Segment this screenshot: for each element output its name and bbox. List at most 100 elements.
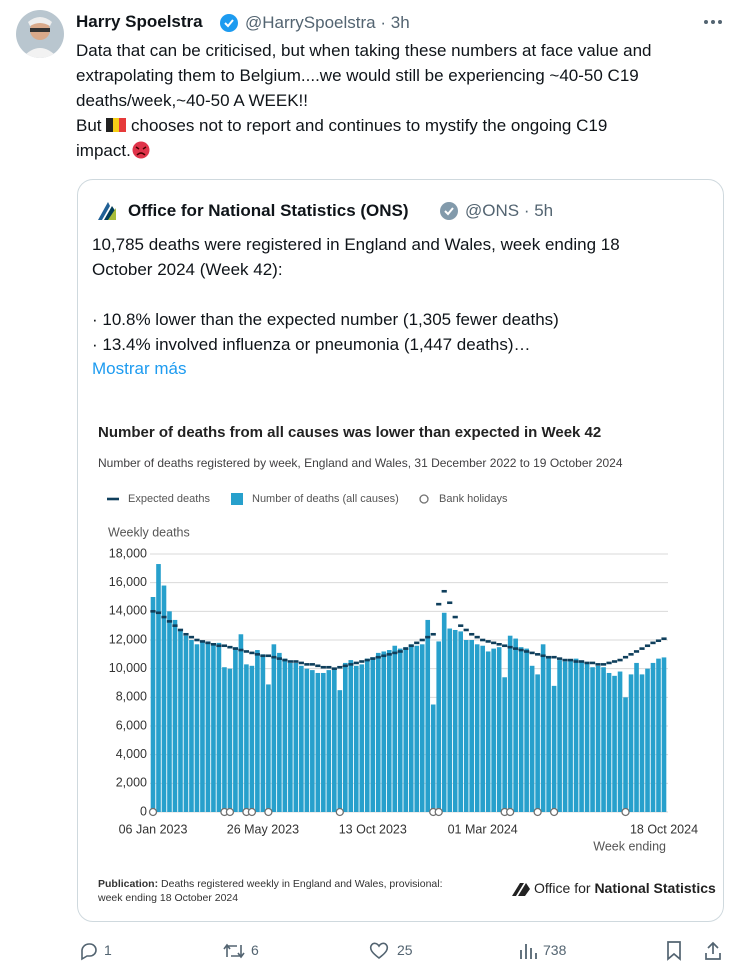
chart-title: Number of deaths from all causes was low…	[98, 424, 601, 441]
bar	[458, 631, 464, 812]
bank-holiday-marker	[434, 807, 443, 817]
bar	[288, 662, 293, 812]
tweet-text: impact.	[76, 141, 131, 160]
share-icon[interactable]	[703, 940, 723, 962]
bar	[326, 670, 332, 812]
logo-text: Office for National Statistics	[534, 880, 716, 896]
bar	[529, 665, 535, 812]
bar	[623, 697, 628, 812]
bar	[386, 650, 392, 812]
bar	[381, 651, 387, 812]
gov-badge	[440, 202, 458, 220]
quote-time: 5h	[534, 201, 554, 220]
bar	[194, 644, 200, 812]
reply-icon[interactable]	[78, 941, 98, 961]
bar	[156, 564, 161, 812]
bank-holiday-marker	[225, 807, 235, 817]
quoted-tweet[interactable]: Office for National Statistics (ONS) @ON…	[77, 179, 724, 922]
bar	[425, 619, 431, 812]
like-count[interactable]: 25	[397, 942, 413, 958]
source-text: week ending 18 October 2024	[97, 892, 238, 904]
bar	[397, 648, 403, 812]
x-tick-label: 06 Jan 2023	[119, 822, 188, 836]
bar	[337, 690, 343, 812]
y-tick-label: 4,000	[116, 747, 147, 761]
bar	[430, 704, 436, 812]
bar	[343, 662, 348, 812]
bookmark-icon[interactable]	[665, 940, 683, 962]
bar	[474, 644, 480, 812]
more-button[interactable]	[702, 14, 724, 30]
bank-holiday-marker	[148, 807, 158, 817]
bar	[452, 629, 458, 812]
bar	[639, 674, 645, 812]
quote-text: · 10.8% lower than the expected number (…	[92, 310, 559, 329]
bar	[590, 667, 595, 812]
repost-count[interactable]: 6	[251, 942, 259, 958]
bar	[277, 652, 282, 812]
bar	[480, 645, 485, 812]
reply-count[interactable]: 1	[104, 942, 112, 958]
bar	[617, 671, 623, 812]
views-icon[interactable]	[518, 941, 538, 961]
quote-handle: @ONS	[465, 201, 520, 220]
ons-logo-icon	[98, 202, 116, 220]
bar	[463, 640, 469, 812]
tweet-text-line: But chooses not to report and continues …	[76, 116, 607, 136]
bar	[408, 644, 414, 812]
bar	[321, 672, 326, 812]
bar	[557, 660, 562, 812]
bar	[304, 668, 310, 812]
bar	[524, 648, 529, 812]
bar	[491, 648, 496, 812]
bar	[601, 667, 606, 812]
legend-label: Number of deaths (all causes)	[252, 493, 399, 505]
quote-author[interactable]: Office for National Statistics (ONS)	[128, 201, 409, 220]
bar	[183, 635, 189, 812]
bar	[359, 664, 365, 812]
quote-meta: @ONS · 5h	[465, 201, 554, 220]
bar	[507, 635, 513, 812]
verified-badge	[220, 14, 238, 32]
repost-icon[interactable]	[222, 941, 246, 961]
avatar[interactable]	[16, 10, 64, 58]
views-count[interactable]: 738	[543, 942, 567, 958]
bar	[392, 645, 398, 812]
tweet-text: Data that can be criticised, but when ta…	[76, 41, 652, 60]
like-icon[interactable]	[368, 941, 390, 961]
bar	[562, 661, 568, 812]
bank-holiday-marker	[506, 807, 515, 817]
bar	[661, 657, 667, 812]
chart: Number of deaths from all causes was low…	[97, 424, 716, 904]
author-handle[interactable]: @HarrySpoelstra	[245, 13, 376, 32]
tweet-text: But	[76, 116, 102, 135]
legend-swatch	[419, 494, 429, 504]
bar	[419, 644, 425, 812]
bar	[315, 672, 321, 812]
bar	[364, 658, 370, 812]
tweet-text: chooses not to report and continues to m…	[131, 116, 608, 135]
belgium-flag-emoji	[106, 118, 127, 132]
tweet-time[interactable]: 3h	[390, 13, 410, 32]
bar	[150, 597, 156, 812]
bar	[612, 675, 617, 812]
show-more-link[interactable]: Mostrar más	[92, 359, 187, 378]
tweet-text: deaths/week,~40-50 A WEEK!!	[76, 91, 308, 110]
bar	[447, 628, 453, 812]
source-label: Publication:	[98, 878, 158, 890]
y-tick-label: 8,000	[116, 690, 147, 704]
bar	[485, 651, 491, 812]
y-tick-label: 2,000	[116, 776, 147, 790]
author-name[interactable]: Harry Spoelstra	[76, 12, 203, 31]
bar	[200, 641, 205, 812]
bar	[233, 647, 238, 812]
bar	[293, 662, 299, 812]
bar	[518, 647, 524, 812]
bar	[441, 612, 447, 812]
x-tick-label: 26 May 2023	[227, 822, 299, 836]
bar	[266, 684, 271, 812]
bar	[469, 640, 474, 812]
bar	[535, 674, 540, 812]
legend-swatch	[231, 493, 243, 505]
